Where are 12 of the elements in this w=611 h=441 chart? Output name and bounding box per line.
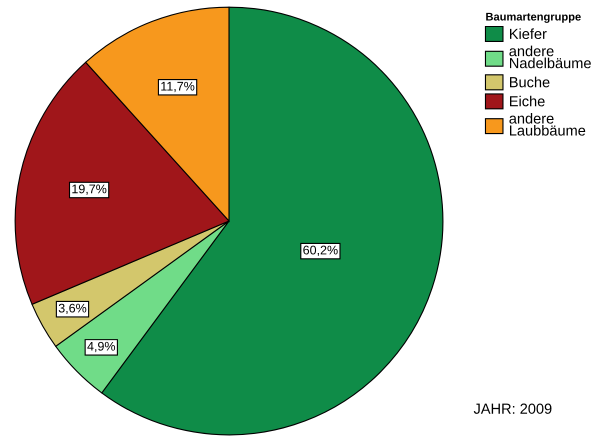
data-label: 3,6% [58,304,86,314]
legend-label: andere Nadelbäume [509,46,591,68]
legend-label: Buche [510,76,550,88]
legend-label: andere Laubbäume [509,112,586,136]
legend-label: Eiche [510,96,545,106]
data-label: 19,7% [72,184,106,195]
data-label: 60,2% [303,246,338,256]
data-label: 4,9% [87,342,116,352]
legend-label: Kiefer [510,28,547,40]
legend-title: Baumartengruppe [486,12,581,23]
text: JAHR: 2009 [474,404,552,414]
data-label: 11,7% [161,82,194,92]
